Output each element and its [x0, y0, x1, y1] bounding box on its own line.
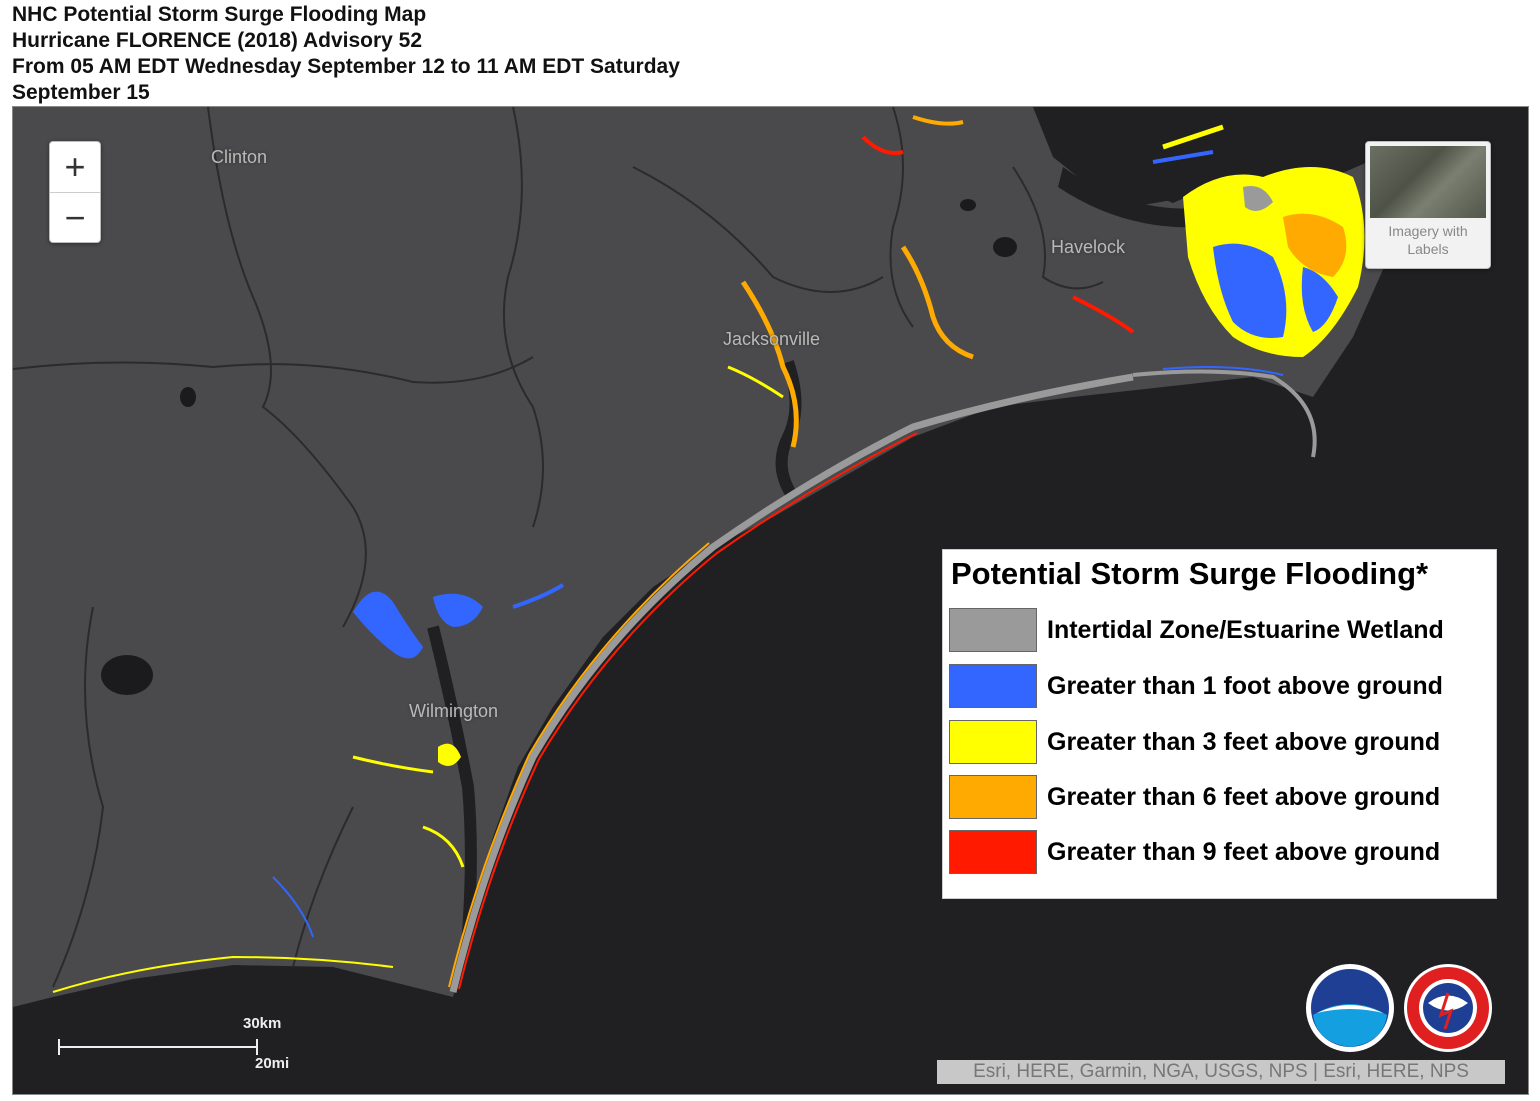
surge-6ft-jacksonville: [740, 280, 799, 448]
legend-item: Greater than 9 feet above ground: [949, 830, 1489, 876]
map-title: NHC Potential Storm Surge Flooding Map: [12, 3, 427, 26]
surge-1ft-wilmington-3: [512, 583, 565, 609]
legend-item: Greater than 6 feet above ground: [949, 775, 1489, 821]
surge-3ft-cape-fear: [352, 755, 465, 868]
lake: [993, 237, 1017, 257]
zoom-control[interactable]: + −: [49, 141, 101, 243]
county-boundaries: [13, 107, 1104, 988]
surge-3ft-southport: [52, 955, 394, 993]
neuse-river: [1058, 167, 1223, 228]
scale-label-mi: 20mi: [255, 1055, 290, 1072]
surge-6ft-north: [912, 115, 964, 126]
legend-swatch-wetland: [949, 608, 1037, 652]
barrier-island: [1132, 369, 1317, 458]
legend-item: Greater than 1 foot above ground: [949, 664, 1489, 710]
land-area: [13, 107, 1403, 1007]
lake: [101, 655, 153, 695]
legend-swatch-6ft: [949, 775, 1037, 819]
legend-title: Potential Storm Surge Flooding*: [951, 556, 1429, 591]
surge-3ft-jacksonville: [727, 365, 784, 399]
scale-label-km: 30km: [243, 1015, 282, 1032]
scale-bar: 30km 20mi: [53, 1007, 323, 1077]
city-label-jacksonville: Jacksonville: [723, 329, 821, 349]
intertidal-band: [449, 373, 1134, 993]
wetland-down-east: [1243, 186, 1273, 211]
legend-label: Greater than 9 feet above ground: [1047, 838, 1441, 866]
map-canvas[interactable]: [13, 107, 1528, 1094]
legend-swatch-1ft: [949, 664, 1037, 708]
surge-1ft-wilmington: [353, 591, 423, 659]
map-header: NHC Potential Storm Surge Flooding Map H…: [12, 2, 912, 106]
scale-bar-lines: [58, 1039, 258, 1055]
map-attribution[interactable]: Esri, HERE, Garmin, NGA, USGS, NPS | Esr…: [937, 1060, 1505, 1084]
legend-swatch-3ft: [949, 720, 1037, 764]
surge-9ft-north: [861, 135, 904, 155]
surge-3ft-north: [1162, 124, 1224, 150]
legend-label: Greater than 3 feet above ground: [1047, 728, 1441, 756]
legend-label: Greater than 1 foot above ground: [1047, 672, 1443, 700]
map-view[interactable]: + − Clinton Havelock Jacksonville Wilmin…: [12, 106, 1529, 1095]
surge-1ft-down-east-2: [1301, 267, 1338, 332]
city-label-havelock: Havelock: [1051, 237, 1126, 257]
nws-logo: [1404, 964, 1492, 1052]
new-river: [775, 360, 802, 501]
pamlico-sound: [1033, 107, 1528, 205]
surge-6ft-shoreline: [448, 542, 710, 988]
zoom-out-button[interactable]: −: [64, 197, 86, 238]
surge-1ft-wilmington-2: [433, 593, 483, 627]
forecast-period: From 05 AM EDT Wednesday September 12 to…: [12, 55, 680, 78]
zoom-in-button[interactable]: +: [50, 142, 100, 193]
legend: Potential Storm Surge Flooding* Intertid…: [942, 549, 1497, 899]
surge-6ft-havelock-creek: [900, 245, 974, 360]
storm-advisory: Hurricane FLORENCE (2018) Advisory 52: [12, 29, 423, 52]
basemap-toggle[interactable]: Imagery with Labels: [1365, 141, 1491, 269]
surge-1ft-down-east: [1213, 243, 1287, 338]
legend-swatch-9ft: [949, 830, 1037, 874]
cape-fear-river: [427, 625, 477, 968]
city-label-clinton: Clinton: [211, 147, 268, 167]
barrier-island-surge: [1162, 366, 1284, 376]
legend-label: Greater than 6 feet above ground: [1047, 783, 1441, 811]
basemap-toggle-label[interactable]: Imagery with Labels: [1388, 223, 1468, 257]
surge-1ft-north: [1152, 150, 1214, 164]
forecast-period-end: September 15: [12, 81, 150, 104]
legend-item: Intertidal Zone/Estuarine Wetland: [949, 608, 1489, 654]
city-label-wilmington: Wilmington: [409, 701, 499, 721]
surge-9ft-shoreline: [458, 432, 918, 990]
legend-item: Greater than 3 feet above ground: [949, 720, 1489, 766]
surge-9ft-havelock-creek: [1072, 295, 1135, 334]
lake: [180, 387, 196, 407]
noaa-logo: [1306, 964, 1394, 1052]
legend-label: Intertidal Zone/Estuarine Wetland: [1047, 616, 1444, 644]
imagery-thumbnail[interactable]: [1370, 146, 1486, 218]
surge-3ft-wilmington: [438, 743, 461, 766]
lake: [960, 199, 976, 211]
surge-1ft-southport: [272, 876, 314, 938]
surge-6ft-down-east: [1283, 213, 1347, 277]
